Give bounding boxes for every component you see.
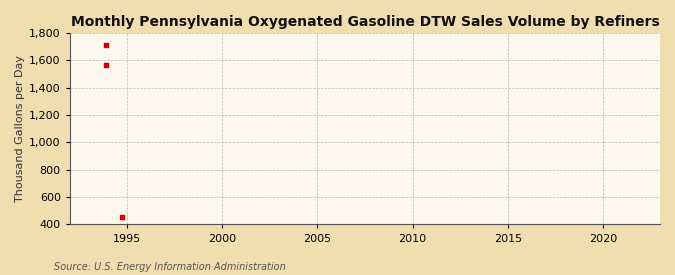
Title: Monthly Pennsylvania Oxygenated Gasoline DTW Sales Volume by Refiners: Monthly Pennsylvania Oxygenated Gasoline… — [70, 15, 659, 29]
Text: Source: U.S. Energy Information Administration: Source: U.S. Energy Information Administ… — [54, 262, 286, 272]
Point — [101, 63, 112, 67]
Point — [101, 43, 112, 48]
Point — [117, 215, 128, 219]
Y-axis label: Thousand Gallons per Day: Thousand Gallons per Day — [15, 55, 25, 202]
